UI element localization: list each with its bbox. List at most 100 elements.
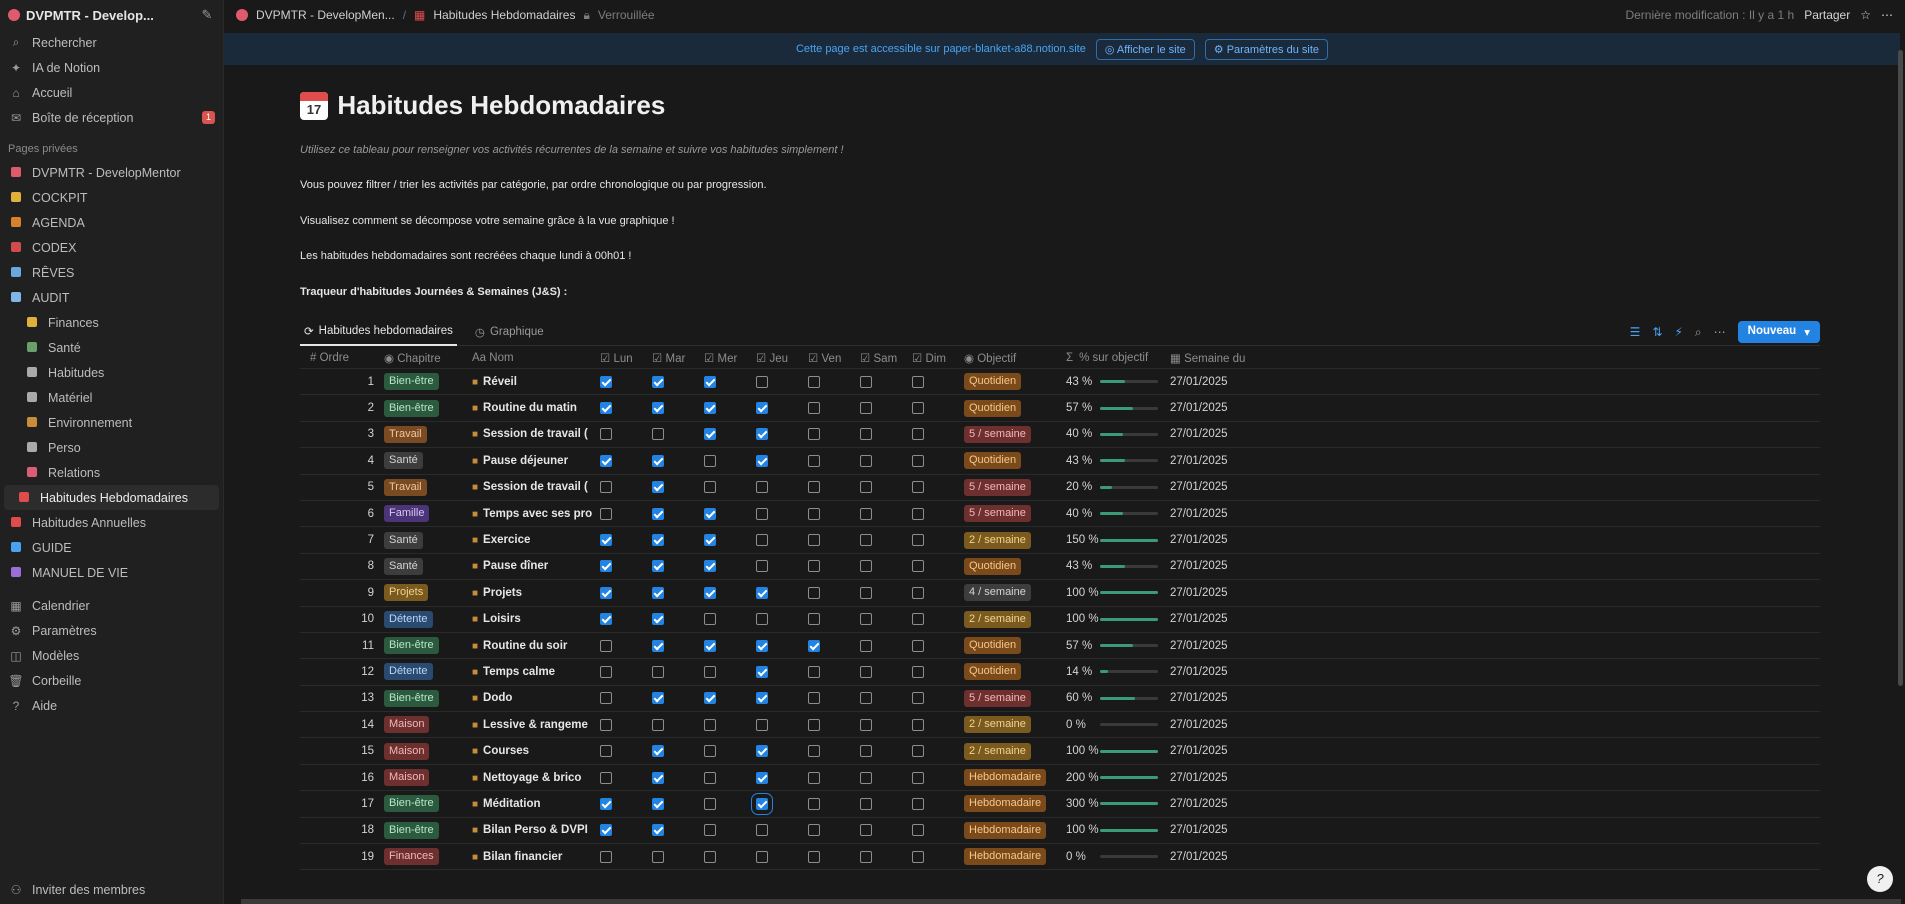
checkbox-jeu[interactable] — [756, 613, 768, 626]
cell-semaine[interactable]: 27/01/2025 — [1170, 534, 1228, 547]
cell-objectif[interactable]: Hebdomadaire — [958, 848, 1062, 866]
checkbox-ven[interactable] — [808, 771, 820, 784]
cell-pct[interactable]: 100 % — [1062, 745, 1164, 757]
checkbox-lun[interactable] — [600, 402, 612, 415]
sidebar-page-7[interactable]: Santé — [0, 335, 223, 360]
checkbox-mar[interactable] — [652, 481, 664, 494]
cell-objectif[interactable]: 2 / semaine — [958, 716, 1062, 734]
cell-objectif[interactable]: Quotidien — [958, 637, 1062, 655]
cell-pct[interactable]: 100 % — [1062, 824, 1164, 836]
checkbox-sam[interactable] — [860, 850, 872, 863]
cell-chapitre[interactable]: Bien-être — [384, 821, 464, 839]
sidebar-page-1[interactable]: COCKPIT — [0, 185, 223, 210]
cell-semaine[interactable]: 27/01/2025 — [1170, 613, 1228, 626]
cell-pct[interactable]: 100 % — [1062, 613, 1164, 625]
checkbox-lun[interactable] — [600, 375, 612, 388]
checkbox-sam[interactable] — [860, 428, 872, 441]
checkbox-sam[interactable] — [860, 771, 872, 784]
cell-nom[interactable]: ■ Courses — [472, 745, 594, 757]
breadcrumb-workspace[interactable]: DVPMTR - DevelopMen... — [256, 8, 395, 22]
checkbox-mar[interactable] — [652, 454, 664, 467]
cell-semaine[interactable]: 27/01/2025 — [1170, 692, 1228, 705]
cell-nom[interactable]: ■ Session de travail ( — [472, 428, 594, 440]
cell-chapitre[interactable]: Bien-être — [384, 399, 464, 417]
cell-pct[interactable]: 20 % — [1062, 481, 1164, 493]
checkbox-sam[interactable] — [860, 586, 872, 599]
checkbox-ven[interactable] — [808, 824, 820, 837]
checkbox-mar[interactable] — [652, 745, 664, 758]
cell-objectif[interactable]: 5 / semaine — [958, 425, 1062, 443]
table-row[interactable]: 19 Finances ■ Bilan financier Hebdomadaire 0 … — [300, 844, 1820, 871]
checkbox-mer[interactable] — [704, 613, 716, 626]
checkbox-sam[interactable] — [860, 824, 872, 837]
checkbox-jeu[interactable] — [756, 665, 768, 678]
cell-ordre[interactable]: 3 — [367, 428, 374, 441]
table-row[interactable]: 2 Bien-être ■ Routine du matin Quotidien 57 %… — [300, 395, 1820, 422]
new-entry-button[interactable]: Nouveau ▾ — [1737, 321, 1820, 343]
chevron-down-icon[interactable]: ▾ — [1804, 327, 1810, 339]
breadcrumb-page[interactable]: Habitudes Hebdomadaires — [433, 8, 576, 22]
cell-nom[interactable]: ■ Loisirs — [472, 613, 594, 625]
cell-ordre[interactable]: 17 — [361, 797, 374, 810]
checkbox-lun[interactable] — [600, 586, 612, 599]
cell-objectif[interactable]: 4 / semaine — [958, 584, 1062, 602]
cell-chapitre[interactable]: Maison — [384, 716, 464, 734]
cell-pct[interactable]: 40 % — [1062, 508, 1164, 520]
col-objectif[interactable]: ◉ Objectif — [964, 352, 1017, 365]
invite-members-button[interactable]: ⚇ Inviter des membres — [0, 877, 223, 902]
locked-label[interactable]: Verrouillée — [597, 8, 655, 22]
sidebar-page-12[interactable]: Relations — [0, 460, 223, 485]
table-row[interactable]: 16 Maison ■ Nettoyage & brico Hebdomadaire 20… — [300, 765, 1820, 792]
view-site-button[interactable]: ◎ Afficher le site — [1095, 38, 1195, 60]
checkbox-sam[interactable] — [860, 560, 872, 573]
cell-pct[interactable]: 43 % — [1062, 560, 1164, 572]
tab-graph[interactable]: ◷ Graphique — [471, 318, 548, 346]
checkbox-jeu[interactable] — [756, 402, 768, 415]
cell-nom[interactable]: ■ Temps avec ses pro — [472, 508, 594, 520]
table-row[interactable]: 1 Bien-être ■ Réveil Quotidien 43 % 27/01/2025 — [300, 369, 1820, 396]
checkbox-ven[interactable] — [808, 613, 820, 626]
sidebar-page-6[interactable]: Finances — [0, 310, 223, 335]
checkbox-mar[interactable] — [652, 428, 664, 441]
automation-icon[interactable]: ⚡ — [1674, 325, 1683, 339]
workspace-switcher[interactable]: DVPMTR - Develop... ✎ — [0, 0, 223, 30]
col-ven[interactable]: ☑ Ven — [808, 352, 842, 365]
checkbox-lun[interactable] — [600, 850, 612, 863]
cell-ordre[interactable]: 2 — [367, 402, 374, 415]
search-icon[interactable]: ⌕ — [1694, 324, 1702, 339]
cell-nom[interactable]: ■ Méditation — [472, 798, 594, 810]
checkbox-dim[interactable] — [912, 797, 924, 810]
checkbox-mar[interactable] — [652, 507, 664, 520]
cell-semaine[interactable]: 27/01/2025 — [1170, 507, 1228, 520]
cell-nom[interactable]: ■ Bilan financier — [472, 851, 594, 863]
checkbox-mar[interactable] — [652, 586, 664, 599]
checkbox-lun[interactable] — [600, 481, 612, 494]
cell-objectif[interactable]: 2 / semaine — [958, 610, 1062, 628]
cell-chapitre[interactable]: Détente — [384, 610, 464, 628]
checkbox-dim[interactable] — [912, 507, 924, 520]
cell-semaine[interactable]: 27/01/2025 — [1170, 771, 1228, 784]
sidebar-page-5[interactable]: AUDIT — [0, 285, 223, 310]
cell-semaine[interactable]: 27/01/2025 — [1170, 428, 1228, 441]
sidebar-item-inbox[interactable]: ✉ Boîte de réception 1 — [0, 105, 223, 130]
cell-chapitre[interactable]: Bien-être — [384, 637, 464, 655]
checkbox-ven[interactable] — [808, 797, 820, 810]
cell-objectif[interactable]: Hebdomadaire — [958, 821, 1062, 839]
checkbox-mer[interactable] — [704, 824, 716, 837]
more-options-icon[interactable]: ⋯ — [1713, 325, 1726, 339]
cell-nom[interactable]: ■ Exercice — [472, 534, 594, 546]
cell-semaine[interactable]: 27/01/2025 — [1170, 375, 1228, 388]
checkbox-dim[interactable] — [912, 613, 924, 626]
col-pct[interactable]: Σ % sur objectif — [1066, 351, 1149, 364]
checkbox-dim[interactable] — [912, 534, 924, 547]
checkbox-lun[interactable] — [600, 613, 612, 626]
checkbox-lun[interactable] — [600, 428, 612, 441]
checkbox-lun[interactable] — [600, 797, 612, 810]
checkbox-sam[interactable] — [860, 692, 872, 705]
cell-ordre[interactable]: 13 — [361, 692, 374, 705]
checkbox-ven[interactable] — [808, 850, 820, 863]
filter-icon[interactable]: ☰ — [1629, 325, 1641, 339]
cell-chapitre[interactable]: Projets — [384, 584, 464, 602]
col-jeu[interactable]: ☑ Jeu — [756, 352, 789, 365]
cell-nom[interactable]: ■ Routine du soir — [472, 640, 594, 652]
